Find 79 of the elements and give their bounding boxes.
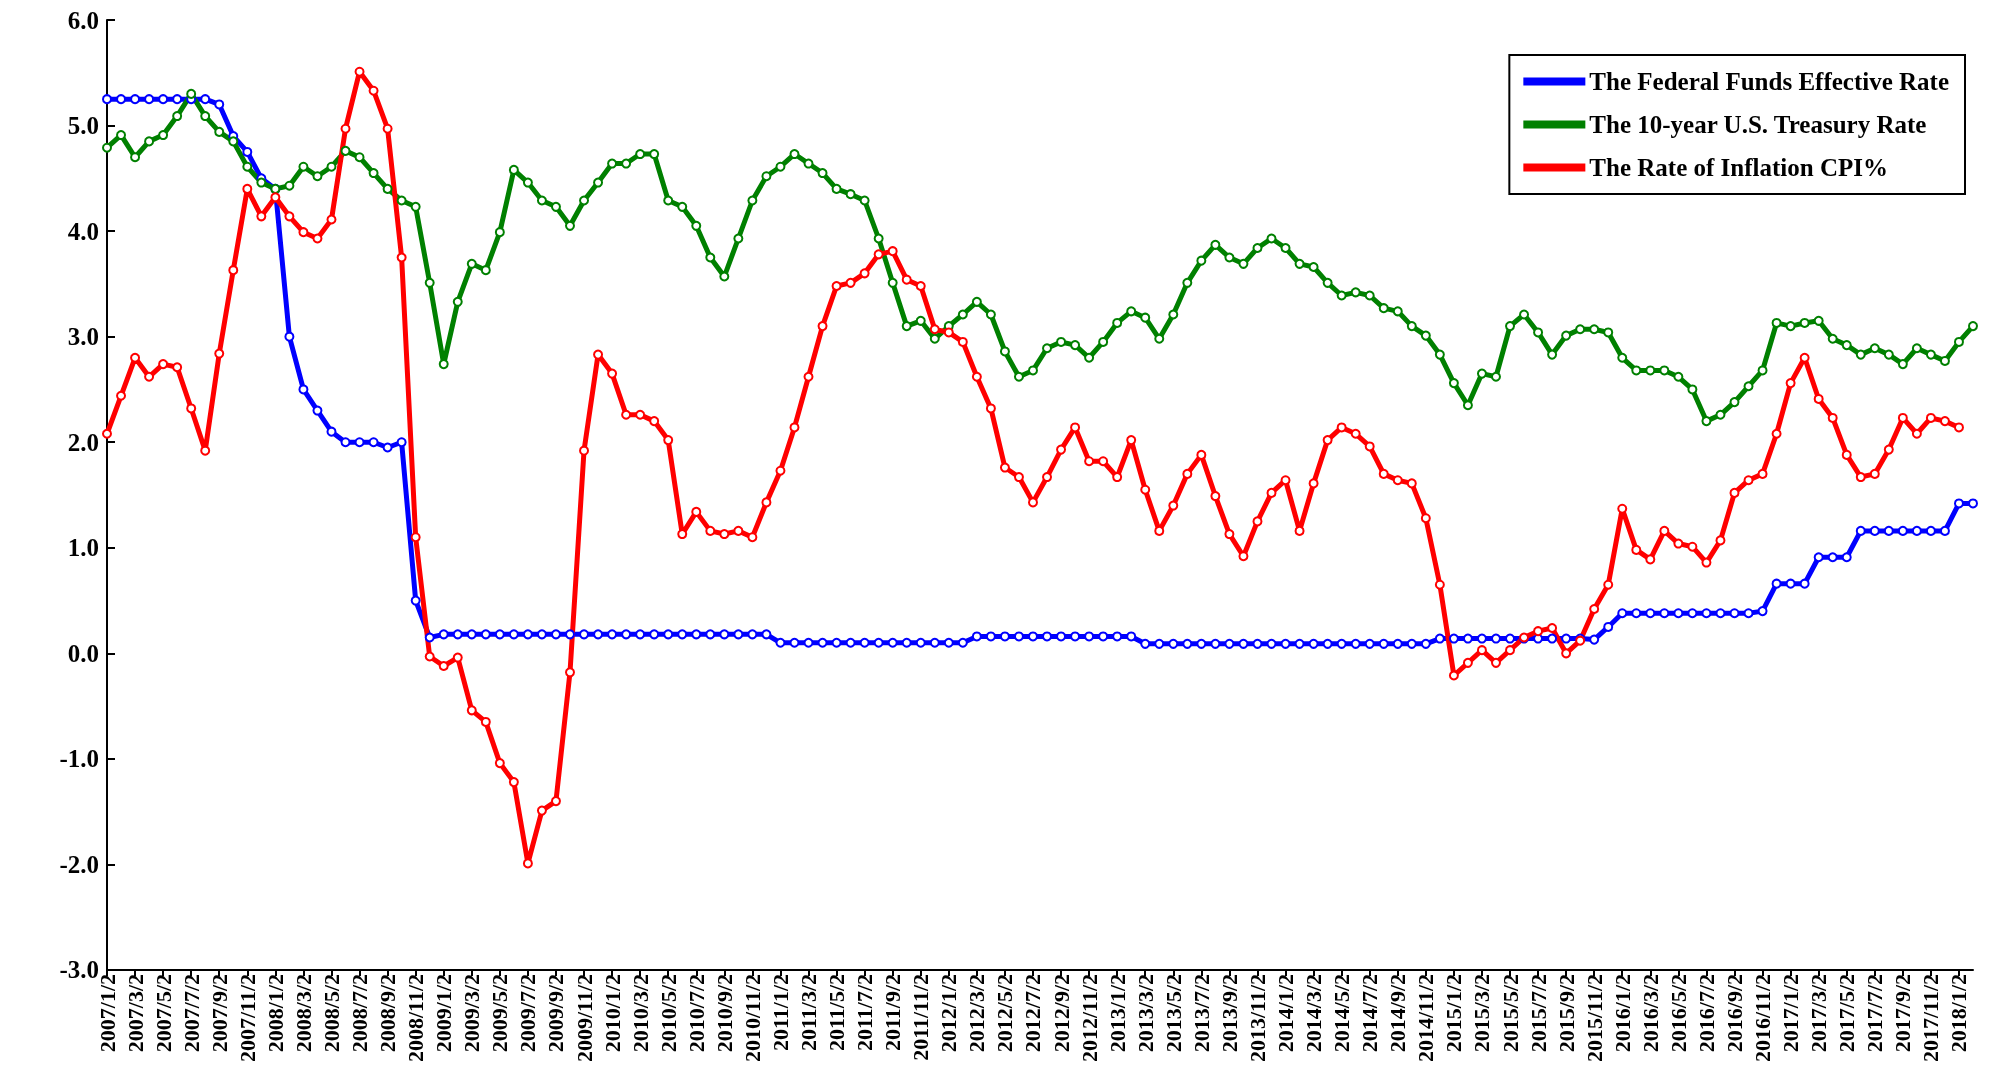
- x-tick-label: 2014/7/2: [1357, 973, 1383, 1053]
- x-tick-label: 2008/11/2: [403, 973, 429, 1062]
- x-tick-label: 2013/1/2: [1104, 973, 1130, 1053]
- x-tick-label: 2007/9/2: [206, 973, 232, 1053]
- y-tick-label: -1.0: [59, 745, 99, 773]
- x-tick-label: 2015/3/2: [1469, 973, 1495, 1053]
- x-tick-label: 2013/7/2: [1188, 973, 1214, 1053]
- x-tick-label: 2012/1/2: [936, 973, 962, 1053]
- x-tick-label: 2009/7/2: [515, 973, 541, 1053]
- x-tick-label: 2012/5/2: [992, 973, 1018, 1053]
- y-tick-label: 3.0: [67, 323, 99, 351]
- x-tick-label: 2010/5/2: [655, 973, 681, 1053]
- x-tick-label: 2015/9/2: [1553, 973, 1579, 1053]
- x-tick-label: 2017/9/2: [1890, 973, 1916, 1053]
- x-tick-label: 2007/7/2: [178, 973, 204, 1053]
- x-tick-label: 2010/11/2: [739, 973, 765, 1062]
- x-tick-label: 2017/11/2: [1918, 973, 1944, 1062]
- x-tick-label: 2008/3/2: [290, 973, 316, 1053]
- x-tick-label: 2012/11/2: [1076, 973, 1102, 1062]
- x-tick-label: 2016/1/2: [1609, 973, 1635, 1053]
- x-tick-label: 2014/5/2: [1329, 973, 1355, 1053]
- x-tick-label: 2009/1/2: [431, 973, 457, 1053]
- x-tick-label: 2007/3/2: [122, 973, 148, 1053]
- x-tick-label: 2016/3/2: [1637, 973, 1663, 1053]
- x-tick-label: 2011/7/2: [852, 973, 878, 1051]
- x-tick-label: 2013/3/2: [1132, 973, 1158, 1053]
- x-tick-label: 2017/7/2: [1862, 973, 1888, 1053]
- x-tick-label: 2012/9/2: [1048, 973, 1074, 1053]
- x-tick-label: 2009/11/2: [571, 973, 597, 1062]
- y-tick-label: -2.0: [59, 850, 99, 878]
- y-tick-label: 5.0: [67, 112, 99, 140]
- y-tick-label: -3.0: [59, 956, 99, 984]
- y-tick-label: 0.0: [67, 639, 99, 667]
- x-tick-label: 2011/3/2: [796, 973, 821, 1051]
- x-tick-label: 2014/11/2: [1413, 973, 1439, 1062]
- x-tick-label: 2016/11/2: [1750, 973, 1776, 1062]
- x-tick-label: 2018/1/2: [1946, 973, 1972, 1053]
- y-tick-label: 1.0: [67, 534, 99, 562]
- x-tick-label: 2008/5/2: [318, 973, 344, 1053]
- x-tick-label: 2010/9/2: [711, 973, 737, 1053]
- x-tick-label: 2013/9/2: [1216, 973, 1242, 1053]
- x-tick-label: 2014/3/2: [1301, 973, 1327, 1053]
- x-tick-label: 2010/3/2: [627, 973, 653, 1053]
- legend-label: The 10-year U.S. Treasury Rate: [1589, 111, 1927, 138]
- x-tick-label: 2008/1/2: [262, 973, 288, 1053]
- x-tick-label: 2011/9/2: [880, 973, 906, 1051]
- y-tick-label: 2.0: [67, 428, 99, 456]
- x-tick-label: 2015/7/2: [1525, 973, 1551, 1053]
- x-tick-label: 2011/5/2: [824, 973, 850, 1051]
- x-tick-label: 2009/5/2: [487, 973, 513, 1053]
- x-tick-label: 2010/1/2: [599, 973, 625, 1053]
- legend-label: The Federal Funds Effective Rate: [1589, 68, 1949, 95]
- x-tick-label: 2011/1/2: [767, 973, 793, 1051]
- x-tick-label: 2016/9/2: [1721, 973, 1747, 1053]
- x-tick-label: 2016/7/2: [1693, 973, 1719, 1053]
- x-tick-label: 2008/7/2: [347, 973, 373, 1053]
- x-tick-label: 2013/11/2: [1244, 973, 1270, 1062]
- legend-label: The Rate of Inflation CPI%: [1589, 154, 1888, 181]
- x-tick-label: 2015/11/2: [1581, 973, 1607, 1062]
- x-tick-label: 2010/7/2: [683, 973, 709, 1053]
- x-tick-label: 2014/1/2: [1273, 973, 1299, 1053]
- x-tick-label: 2008/9/2: [375, 973, 401, 1053]
- y-tick-label: 4.0: [67, 217, 99, 245]
- x-tick-label: 2013/5/2: [1160, 973, 1186, 1053]
- x-tick-label: 2012/7/2: [1020, 973, 1046, 1053]
- x-tick-label: 2009/9/2: [543, 973, 569, 1053]
- x-tick-label: 2007/11/2: [234, 973, 260, 1062]
- x-tick-label: 2017/5/2: [1834, 973, 1860, 1053]
- x-tick-label: 2009/3/2: [459, 973, 485, 1053]
- x-tick-label: 2007/5/2: [150, 973, 176, 1053]
- y-tick-label: 6.0: [67, 6, 99, 34]
- x-tick-label: 2016/5/2: [1665, 973, 1691, 1053]
- x-tick-label: 2017/3/2: [1806, 973, 1832, 1053]
- x-tick-label: 2012/3/2: [964, 973, 990, 1053]
- x-tick-label: 2015/1/2: [1441, 973, 1467, 1053]
- x-tick-label: 2014/9/2: [1385, 973, 1411, 1053]
- x-tick-label: 2015/5/2: [1497, 973, 1523, 1053]
- x-tick-label: 2011/11/2: [908, 973, 934, 1061]
- x-tick-label: 2017/1/2: [1778, 973, 1804, 1053]
